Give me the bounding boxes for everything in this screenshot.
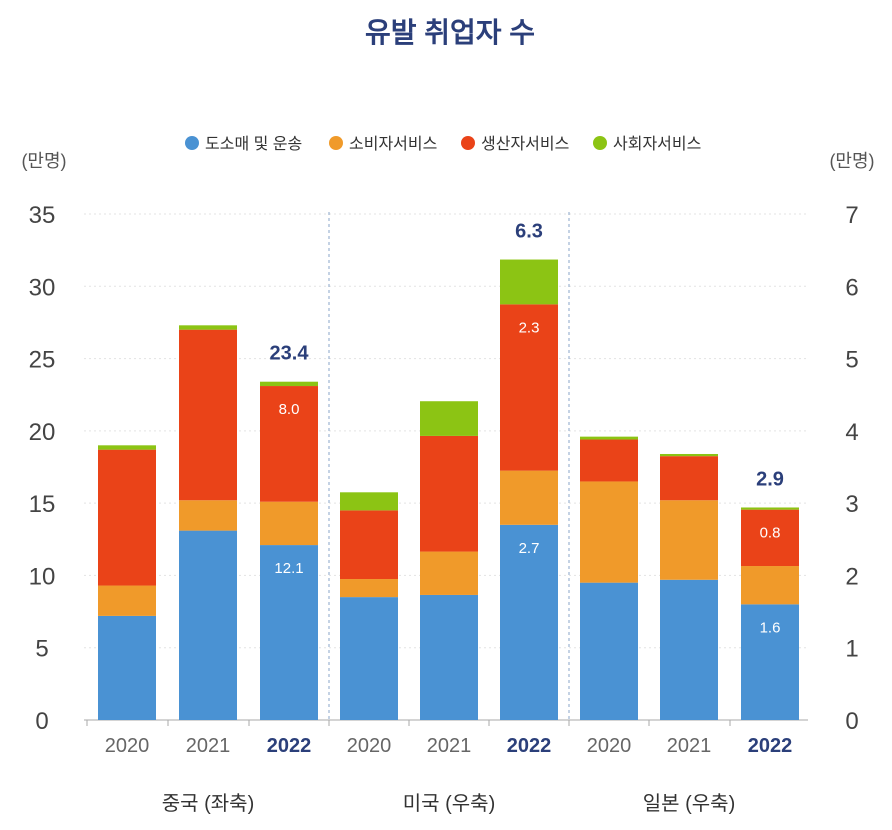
bar-segment <box>179 500 237 531</box>
x-tick-label: 2020 <box>587 735 632 757</box>
left-tick-label: 0 <box>35 708 48 735</box>
total-value-label: 23.4 <box>270 343 310 365</box>
bar-segment <box>260 381 318 387</box>
left-tick-label: 10 <box>29 563 56 590</box>
bar-segment <box>741 509 799 567</box>
right-tick-label: 0 <box>845 708 858 735</box>
right-tick-label: 2 <box>845 563 858 590</box>
segment-value-label: 2.7 <box>519 540 540 557</box>
bar-segment <box>340 597 398 720</box>
total-value-label: 6.3 <box>515 221 543 243</box>
group-label: 미국 (우축) <box>403 792 495 815</box>
right-axis-unit: (만명) <box>829 151 874 171</box>
bar-segment <box>500 470 558 525</box>
right-tick-label: 7 <box>845 202 858 229</box>
bar-segment <box>98 585 156 616</box>
left-tick-label: 30 <box>29 274 56 301</box>
legend-marker <box>185 136 199 150</box>
group-label: 중국 (좌축) <box>162 792 254 815</box>
bar-segment <box>260 545 318 720</box>
right-tick-label: 6 <box>845 274 858 301</box>
segment-value-label: 12.1 <box>274 560 303 577</box>
bar-segment <box>580 436 638 440</box>
legend-marker <box>461 136 475 150</box>
bar-segment <box>660 453 718 457</box>
x-tick-label: 2022 <box>507 735 552 757</box>
legend-label: 도소매 및 운송 <box>205 135 302 153</box>
segment-value-label: 2.3 <box>519 319 540 336</box>
right-tick-label: 1 <box>845 636 858 663</box>
bar-segment <box>660 456 718 501</box>
bar-segment <box>260 501 318 546</box>
legend-label: 생산자서비스 <box>481 135 569 153</box>
bar-segment <box>98 449 156 586</box>
x-tick-label: 2021 <box>667 735 712 757</box>
bar-segment <box>660 500 718 580</box>
total-value-label: 2.9 <box>756 468 784 490</box>
bar-segment <box>420 401 478 436</box>
bar-segment <box>420 435 478 552</box>
bar-segment <box>580 582 638 720</box>
x-tick-label: 2021 <box>186 735 231 757</box>
bar-segment <box>580 481 638 583</box>
bar-segment <box>179 329 237 501</box>
x-tick-label: 2022 <box>267 735 312 757</box>
x-tick-label: 2021 <box>427 735 472 757</box>
legend-label: 소비자서비스 <box>349 135 437 153</box>
x-tick-label: 2020 <box>105 735 150 757</box>
x-tick-label: 2022 <box>748 735 793 757</box>
right-tick-label: 3 <box>845 491 858 518</box>
left-tick-label: 5 <box>35 636 48 663</box>
bar-segment <box>660 579 718 720</box>
legend: 도소매 및 운송 소비자서비스 생산자서비스 사회자서비스 <box>185 135 701 153</box>
bar-segment <box>340 579 398 598</box>
bar-segment <box>420 594 478 720</box>
bar-segment <box>500 259 558 305</box>
bar-segment <box>98 445 156 450</box>
bar-segment <box>741 566 799 605</box>
bar-segment <box>741 507 799 510</box>
bar-segment <box>580 439 638 482</box>
legend-label: 사회자서비스 <box>613 135 701 153</box>
left-tick-label: 25 <box>29 347 56 374</box>
bar-segment <box>98 615 156 720</box>
legend-marker <box>329 136 343 150</box>
bar-segment <box>420 551 478 595</box>
chart-title: 유발 취업자 수 <box>365 17 535 48</box>
bar-segment <box>340 510 398 580</box>
bar-segment <box>260 386 318 502</box>
left-tick-label: 35 <box>29 202 56 229</box>
bar-segment <box>741 604 799 720</box>
left-tick-label: 15 <box>29 491 56 518</box>
bar-segment <box>500 524 558 720</box>
left-axis-unit: (만명) <box>21 151 66 171</box>
group-label: 일본 (우축) <box>643 792 735 815</box>
segment-value-label: 1.6 <box>760 619 781 636</box>
right-tick-label: 5 <box>845 347 858 374</box>
bar-segment <box>500 304 558 471</box>
segment-value-label: 8.0 <box>279 401 300 418</box>
bar-segment <box>179 530 237 720</box>
right-tick-label: 4 <box>845 419 858 446</box>
left-tick-label: 20 <box>29 419 56 446</box>
segment-value-label: 0.8 <box>760 525 781 542</box>
x-tick-label: 2020 <box>347 735 392 757</box>
bar-segment <box>179 325 237 330</box>
legend-marker <box>593 136 607 150</box>
bar-segment <box>340 492 398 511</box>
